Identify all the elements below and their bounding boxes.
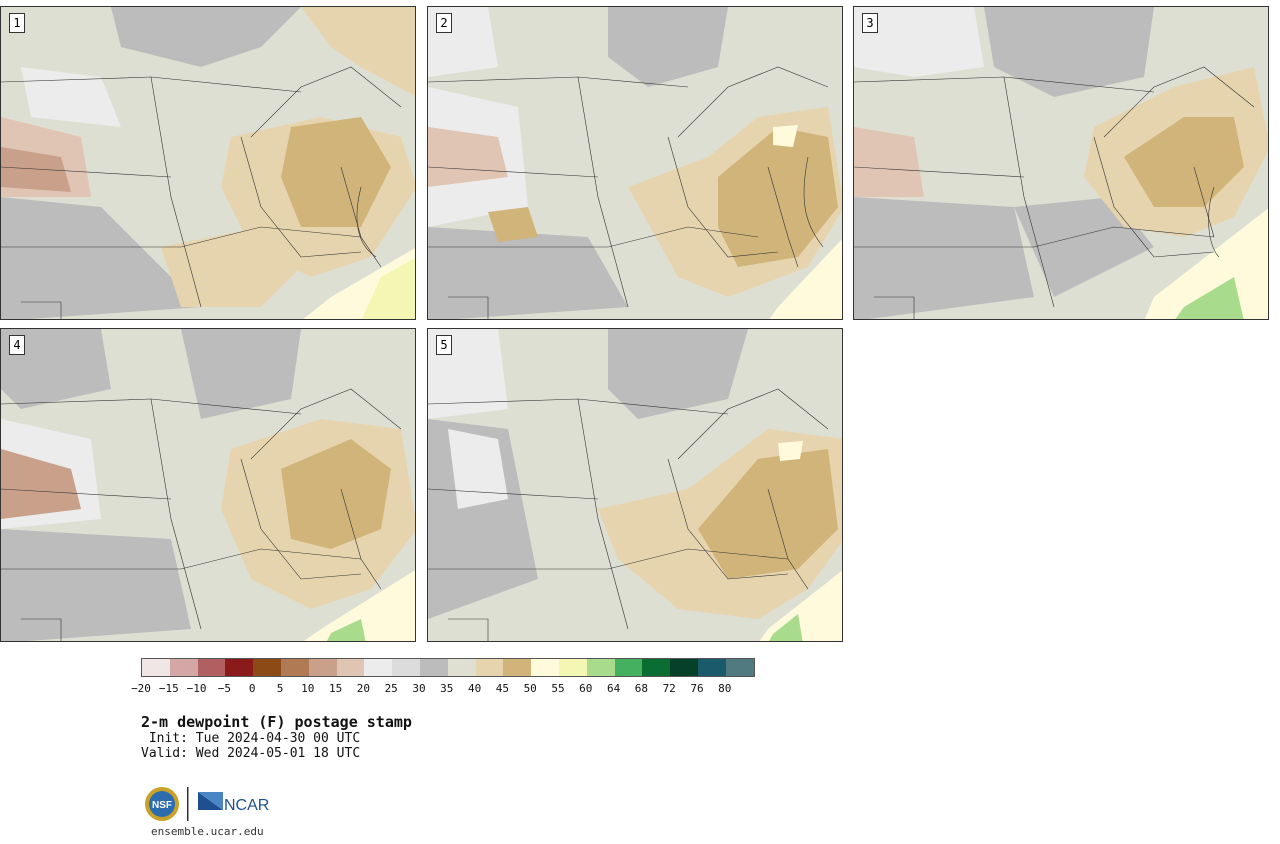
- colorbar-tick-label: 10: [301, 682, 315, 695]
- colorbar-swatch: [169, 659, 198, 676]
- colorbar-swatch: [531, 659, 559, 676]
- colorbar-swatch: [586, 659, 615, 676]
- ensemble-member-panel-2: 2: [427, 6, 843, 320]
- colorbar-tick-label: 5: [276, 682, 284, 695]
- panel-number-label: 2: [436, 13, 452, 33]
- dewpoint-colorbar: [141, 658, 755, 677]
- colorbar-tick-label: 76: [690, 682, 704, 695]
- colorbar-tick-label: −15: [158, 682, 179, 695]
- dewpoint-map-2: [428, 7, 842, 319]
- logos: NSF NCAR: [145, 784, 275, 824]
- colorbar-tick-label: 72: [662, 682, 676, 695]
- colorbar-swatch: [253, 659, 281, 676]
- ensemble-member-panel-4: 4: [0, 328, 416, 642]
- init-time: Init: Tue 2024-04-30 00 UTC: [141, 731, 361, 746]
- colorbar-swatch: [308, 659, 337, 676]
- colorbar-tick-label: −10: [186, 682, 207, 695]
- nsf-logo-icon: NSF: [145, 787, 179, 821]
- colorbar-swatch: [475, 659, 504, 676]
- colorbar-swatch: [503, 659, 532, 676]
- colorbar-tick-label: 25: [384, 682, 398, 695]
- panel-number-label: 1: [9, 13, 25, 33]
- panel-number-label: 3: [862, 13, 878, 33]
- svg-text:NCAR: NCAR: [224, 797, 269, 814]
- colorbar-tick-label: 64: [606, 682, 621, 695]
- colorbar-swatch: [558, 659, 587, 676]
- colorbar-tick-label: 60: [579, 682, 593, 695]
- colorbar-swatch: [142, 659, 170, 676]
- colorbar-tick-label: 0: [248, 682, 256, 695]
- dewpoint-map-4: [1, 329, 415, 641]
- colorbar-swatch: [670, 659, 698, 676]
- valid-time: Valid: Wed 2024-05-01 18 UTC: [141, 746, 361, 761]
- colorbar-tick-label: −5: [217, 682, 232, 695]
- colorbar-swatch: [725, 659, 754, 676]
- colorbar-tick-label: −20: [131, 682, 151, 695]
- colorbar-swatch: [614, 659, 643, 676]
- colorbar-tick-label: 20: [356, 682, 371, 695]
- colorbar-tick-label: 55: [551, 682, 565, 695]
- colorbar-tick-label: 15: [328, 682, 343, 695]
- colorbar-swatch: [697, 659, 726, 676]
- svg-text:NSF: NSF: [152, 800, 172, 811]
- colorbar-swatch: [447, 659, 476, 676]
- colorbar-tick-label: 45: [495, 682, 510, 695]
- ensemble-member-panel-5: 5: [427, 328, 843, 642]
- colorbar-tick-label: 50: [523, 682, 537, 695]
- nsf-ncar-logo: NSF NCAR: [145, 787, 269, 821]
- colorbar-tick-label: 80: [718, 682, 732, 695]
- dewpoint-map-3: [854, 7, 1268, 319]
- panel-number-label: 5: [436, 335, 452, 355]
- colorbar-swatch: [419, 659, 448, 676]
- website-url: ensemble.ucar.edu: [151, 825, 264, 838]
- ensemble-member-panel-1: 1: [0, 6, 416, 320]
- colorbar-swatch: [336, 659, 365, 676]
- chart-title: 2-m dewpoint (F) postage stamp: [141, 713, 412, 731]
- ncar-logo-icon: NCAR: [198, 792, 269, 814]
- dewpoint-map-5: [428, 329, 842, 641]
- colorbar-swatch: [392, 659, 420, 676]
- ensemble-member-panel-3: 3: [853, 6, 1269, 320]
- colorbar-tick-label: 68: [634, 682, 649, 695]
- colorbar-swatch: [364, 659, 393, 676]
- colorbar-swatch: [197, 659, 226, 676]
- colorbar-swatch: [280, 659, 309, 676]
- colorbar-tick-label: 30: [412, 682, 426, 695]
- dewpoint-map-1: [1, 7, 415, 319]
- colorbar-swatch: [642, 659, 671, 676]
- colorbar-swatch: [225, 659, 254, 676]
- colorbar-tick-labels: −20 −15 −10 −5 0 5 10 15 20 25 30 35 40 45 50 55 60 64 68 7…: [131, 682, 756, 696]
- colorbar-tick-label: 35: [440, 682, 454, 695]
- panel-number-label: 4: [9, 335, 25, 355]
- colorbar-tick-label: 40: [467, 682, 482, 695]
